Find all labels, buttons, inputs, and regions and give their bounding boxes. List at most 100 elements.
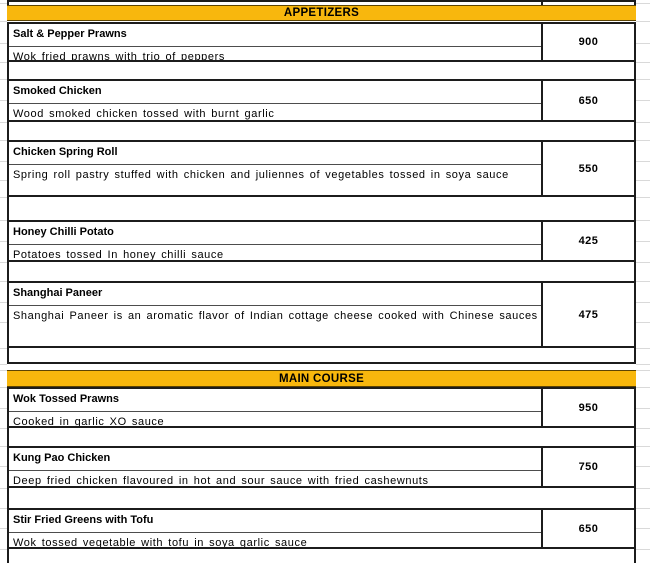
- right-margin-gridline: [636, 428, 650, 429]
- menu-item-row: Wok Tossed Prawns Cooked in garlic XO sau…: [7, 387, 636, 428]
- left-margin-gridline: [0, 348, 7, 349]
- item-description: Shanghai Paneer is an aromatic flavor of…: [13, 310, 538, 322]
- right-margin-gridline: [636, 180, 650, 181]
- left-margin-gridline: [0, 122, 7, 123]
- right-margin-gridline: [636, 387, 650, 388]
- partial-row-top: [7, 0, 636, 5]
- left-margin-gridline: [0, 220, 7, 221]
- right-margin-gridline: [636, 370, 650, 371]
- left-margin-gridline: [0, 43, 7, 44]
- left-margin-gridline: [0, 79, 7, 80]
- right-margin-gridline: [636, 281, 650, 282]
- left-margin-gridline: [0, 241, 7, 242]
- right-margin-gridline: [636, 197, 650, 198]
- right-margin-gridline: [636, 21, 650, 22]
- right-margin-gridline: [636, 62, 650, 63]
- right-margin-gridline: [636, 3, 650, 4]
- item-name: Chicken Spring Roll: [9, 142, 541, 165]
- left-margin-gridline: [0, 408, 7, 409]
- left-margin-gridline: [0, 528, 7, 529]
- item-price: 900: [578, 36, 599, 48]
- left-margin-gridline: [0, 549, 7, 550]
- item-name: Kung Pao Chicken: [9, 448, 541, 471]
- spacer-row: [7, 62, 636, 79]
- left-margin-gridline: [0, 302, 7, 303]
- left-margin-gridline: [0, 488, 7, 489]
- item-name: Stir Fried Greens with Tofu: [9, 510, 541, 533]
- left-margin-gridline: [0, 387, 7, 388]
- spacer-row: [7, 262, 636, 281]
- left-margin-gridline: [0, 322, 7, 323]
- item-name: Wok Tossed Prawns: [9, 389, 541, 412]
- item-text-cell: Wok Tossed Prawns Cooked in garlic XO sau…: [9, 389, 543, 426]
- right-margin-gridline: [636, 140, 650, 141]
- right-margin-gridline: [636, 302, 650, 303]
- item-price: 475: [578, 308, 599, 321]
- menu-item-row: Salt & Pepper Prawns Wok fried prawns wit…: [7, 22, 636, 62]
- item-price: 750: [578, 461, 599, 473]
- item-description: Potatoes tossed In honey chilli sauce: [13, 249, 224, 260]
- menu-item-row: Chicken Spring Roll Spring roll pastry st…: [7, 140, 636, 197]
- right-margin-gridline: [636, 79, 650, 80]
- right-margin-gridline: [636, 446, 650, 447]
- item-price: 650: [578, 522, 599, 535]
- item-price: 425: [578, 235, 599, 247]
- menu-item-row: Stir Fried Greens with Tofu Wok tossed ve…: [7, 508, 636, 549]
- spacer-row: [7, 549, 636, 563]
- item-description: Cooked in garlic XO sauce: [13, 416, 165, 426]
- spacer-row: [7, 488, 636, 508]
- spacer-row: [7, 122, 636, 140]
- item-text-cell: Smoked Chicken Wood smoked chicken tossed…: [9, 81, 543, 120]
- left-margin-gridline: [0, 161, 7, 162]
- left-margin-gridline: [0, 197, 7, 198]
- right-margin-gridline: [636, 322, 650, 323]
- right-margin-gridline: [636, 348, 650, 349]
- left-margin-gridline: [0, 62, 7, 63]
- menu-item-row: Smoked Chicken Wood smoked chicken tossed…: [7, 79, 636, 122]
- left-margin-gridline: [0, 428, 7, 429]
- item-description: Wok fried prawns with trio of peppers: [13, 51, 225, 60]
- left-margin-gridline: [0, 508, 7, 509]
- left-margin-gridline: [0, 466, 7, 467]
- right-margin-gridline: [636, 528, 650, 529]
- menu-item-row: Kung Pao Chicken Deep fried chicken flavo…: [7, 446, 636, 488]
- item-description: Wood smoked chicken tossed with burnt ga…: [13, 108, 275, 120]
- left-margin-gridline: [0, 100, 7, 101]
- right-margin-gridline: [636, 549, 650, 550]
- right-margin-gridline: [636, 466, 650, 467]
- right-margin-gridline: [636, 262, 650, 263]
- left-margin-gridline: [0, 364, 7, 365]
- spacer-row: [7, 348, 636, 364]
- item-description: Spring roll pastry stuffed with chicken …: [13, 169, 509, 181]
- left-margin-gridline: [0, 262, 7, 263]
- right-margin-gridline: [636, 100, 650, 101]
- right-margin-gridline: [636, 43, 650, 44]
- item-price: 650: [578, 94, 599, 107]
- left-margin-gridline: [0, 446, 7, 447]
- menu-item-row: Honey Chilli Potato Potatoes tossed In ho…: [7, 220, 636, 262]
- item-name: Salt & Pepper Prawns: [9, 24, 541, 47]
- left-margin-gridline: [0, 140, 7, 141]
- left-margin-gridline: [0, 21, 7, 22]
- item-text-cell: Stir Fried Greens with Tofu Wok tossed ve…: [9, 510, 543, 547]
- item-text-cell: Chicken Spring Roll Spring roll pastry st…: [9, 142, 543, 195]
- section-header-main-course: MAIN COURSE: [7, 370, 636, 387]
- spacer-row: [7, 428, 636, 446]
- section-header-appetizers: APPETIZERS: [7, 5, 636, 21]
- item-price: 950: [578, 401, 599, 414]
- item-name: Honey Chilli Potato: [9, 222, 541, 245]
- item-name: Smoked Chicken: [9, 81, 541, 104]
- right-margin-gridline: [636, 122, 650, 123]
- right-margin-gridline: [636, 241, 650, 242]
- item-text-cell: Honey Chilli Potato Potatoes tossed In ho…: [9, 222, 543, 260]
- left-margin-gridline: [0, 3, 7, 4]
- item-name: Shanghai Paneer: [9, 283, 541, 306]
- item-text-cell: Shanghai Paneer Shanghai Paneer is an aro…: [9, 283, 543, 346]
- right-margin-gridline: [636, 161, 650, 162]
- left-margin-gridline: [0, 370, 7, 371]
- spacer-row: [7, 197, 636, 220]
- right-margin-gridline: [636, 408, 650, 409]
- right-margin-gridline: [636, 364, 650, 365]
- column-divider-stub: [541, 2, 543, 5]
